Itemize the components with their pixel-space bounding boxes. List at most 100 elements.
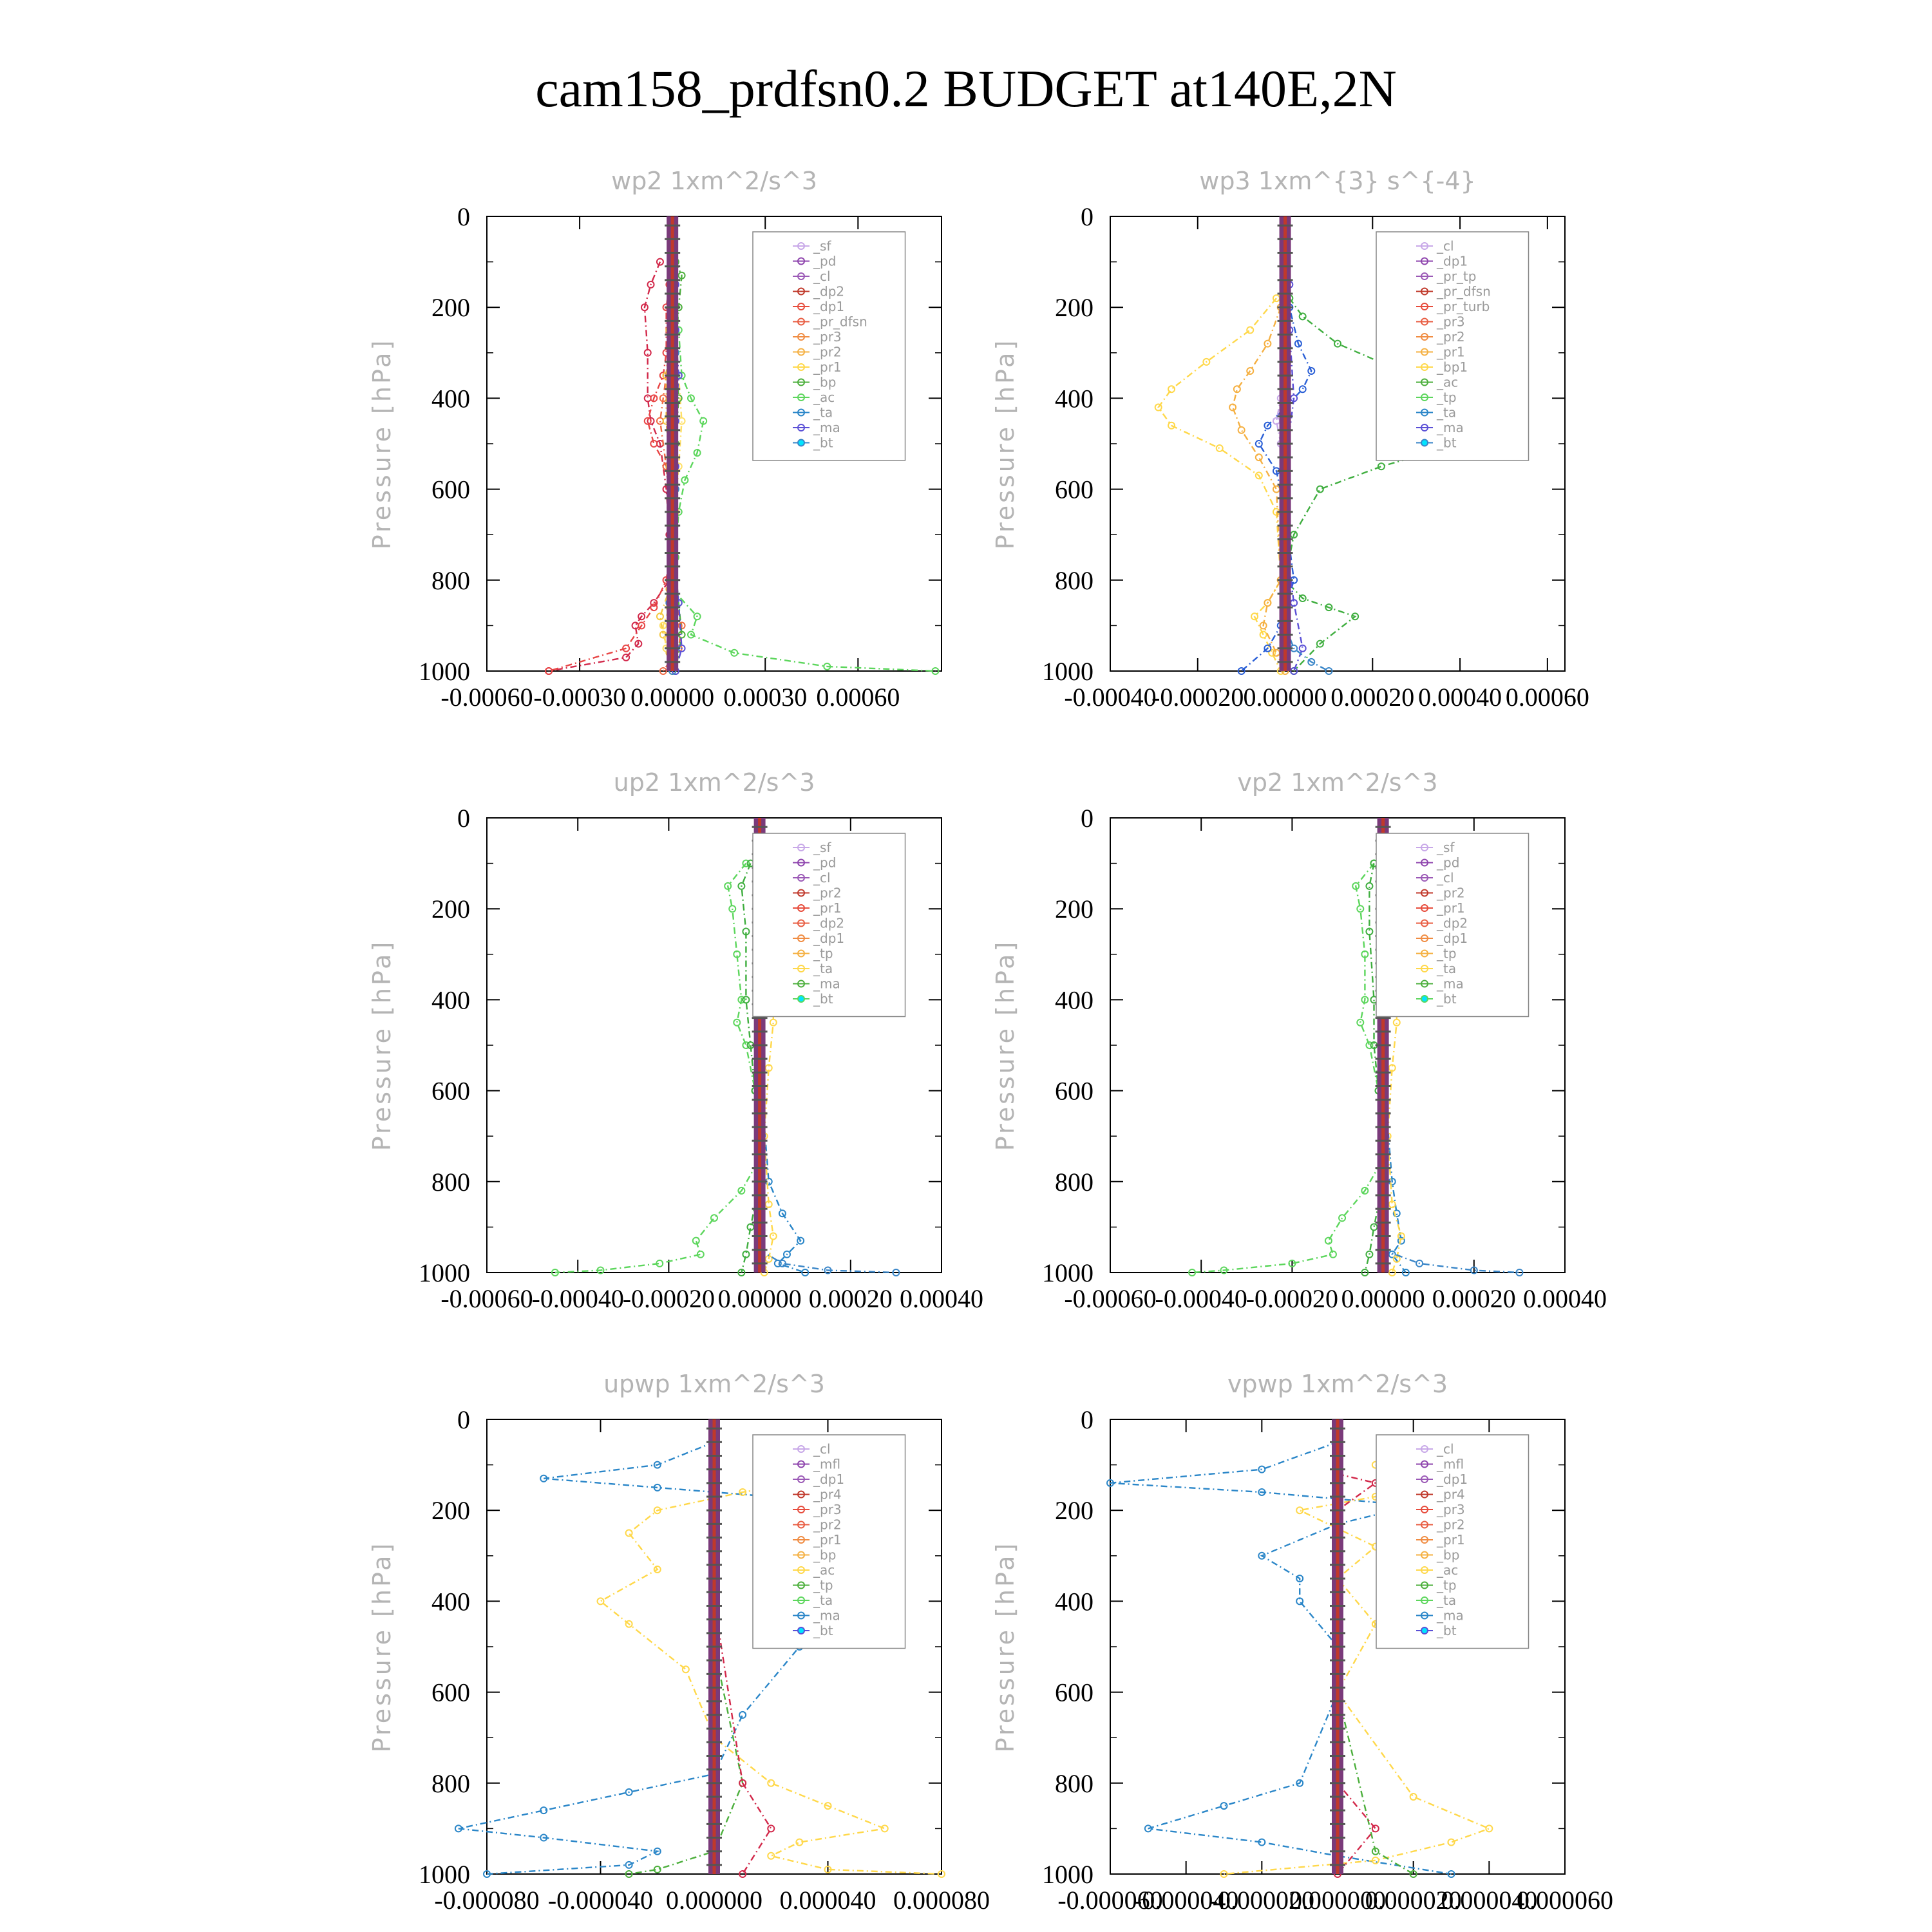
data-point [653,1865,661,1873]
data-point [1401,1269,1410,1276]
legend-entry: _pr_tp [1436,269,1476,284]
legend-marker [1421,889,1429,897]
data-point [1255,440,1263,448]
legend-marker [797,1611,806,1620]
data-point [1371,1847,1379,1855]
data-point [742,927,750,936]
figure-title: cam158_prdfsn0.2 BUDGET at140E,2N [535,59,1397,118]
data-point [1298,312,1307,321]
x-tick-label: -0.000040 [548,1886,653,1915]
data-point [1352,882,1360,890]
legend-entry: _cl [813,1441,831,1457]
y-tick-label: 800 [1055,1168,1094,1197]
legend-marker [797,1490,806,1499]
data-point [596,1266,605,1274]
data-point [1258,1838,1266,1846]
legend-entry: _ta [1436,405,1456,421]
series-line-pr1 [599,1464,942,1875]
panel-5: upwp 1xm^2/s^3 Pressure [hPa] 0 200 400 600 80… [368,1370,990,1915]
data-point [1447,1838,1455,1846]
legend-marker [1421,1506,1429,1513]
legend-box [752,231,906,461]
legend-marker [797,1581,806,1589]
legend-marker [797,1551,806,1559]
data-point [540,1806,548,1815]
legend-box [1376,833,1530,1018]
legend-entry: _pr1 [1436,1532,1465,1548]
data-point [659,667,667,675]
legend-marker [797,919,806,927]
legend-entry: _cl [813,269,831,284]
data-point [1361,950,1369,958]
data-point [1288,1259,1296,1267]
legend-marker [797,257,806,265]
data-point [1144,1824,1152,1833]
data-point [1264,599,1272,607]
y-tick-label: 1000 [1042,657,1094,686]
x-tick-label: -0.00040 [1064,683,1156,712]
legend-marker [1421,1490,1429,1499]
legend-marker [797,378,806,386]
data-point [724,882,732,890]
data-point [1237,667,1245,675]
data-point [795,1838,804,1846]
legend-box [752,833,906,1018]
legend-entry: _bt [1436,991,1457,1007]
legend-marker [797,363,806,371]
legend-marker [1421,1460,1429,1468]
data-point [681,1665,690,1674]
data-point [1397,1232,1405,1240]
data-point [746,1223,755,1231]
panel-1: wp2 1xm^2/s^3 Pressure [hPa] 0 200 400 600 800… [368,167,942,712]
data-point [1334,339,1341,348]
x-tick-label: 0.00040 [1523,1284,1607,1313]
legend-marker [1421,393,1429,401]
legend-entry: _pr1 [813,900,842,916]
legend-entry: _pd [1436,855,1459,871]
series-line-pr1 [1157,298,1282,672]
data-point [1370,1223,1378,1231]
panel-title: wp2 1xm^2/s^3 [611,167,817,195]
legend-box [752,1434,906,1649]
legend-marker [1421,844,1429,851]
legend-entry: _pr4 [1436,1487,1465,1502]
data-point [767,1824,775,1833]
legend-entry: _dp2 [1436,916,1468,931]
data-point [737,882,746,890]
x-tick-label: 0.00040 [900,1284,983,1313]
legend-entry: _ta [1436,1593,1456,1608]
data-point [1371,1856,1379,1864]
x-tick-label: 0.00020 [809,1284,893,1313]
legend-entry: _pr3 [1436,1502,1465,1517]
panel-title: wp3 1xm^{3} s^{-4} [1199,167,1475,195]
data-point [778,1209,786,1218]
data-point [622,644,630,652]
data-point [1255,471,1263,480]
legend-entry: _sf [813,238,831,254]
legend-marker [1421,1611,1429,1620]
data-point [656,612,664,621]
data-point [1233,385,1241,393]
data-point [739,1779,747,1787]
y-tick-label: 600 [1055,475,1094,504]
x-tick-label: -0.000020 [1209,1886,1314,1915]
legend-entry: _ac [1436,1562,1458,1578]
data-point [1215,444,1224,453]
series-line-dp2 [741,863,761,1273]
data-point [1485,1824,1493,1833]
legend-marker [1421,965,1429,972]
data-point [1237,426,1245,434]
data-point [728,905,737,913]
legend-marker [797,439,806,447]
x-tick-label: 0.000020 [1365,1886,1462,1915]
data-point [1388,1250,1396,1258]
legend-entry: _pr2 [1436,329,1465,345]
data-point [824,1802,832,1810]
data-point [1409,1792,1417,1801]
series-line-pr1 [763,886,775,1273]
x-tick-label: 0.000000 [666,1886,762,1915]
legend-entry: _pr3 [1436,314,1465,330]
legend-marker [1421,1566,1429,1574]
legend-marker [1421,303,1429,310]
legend-marker [1421,1536,1429,1544]
